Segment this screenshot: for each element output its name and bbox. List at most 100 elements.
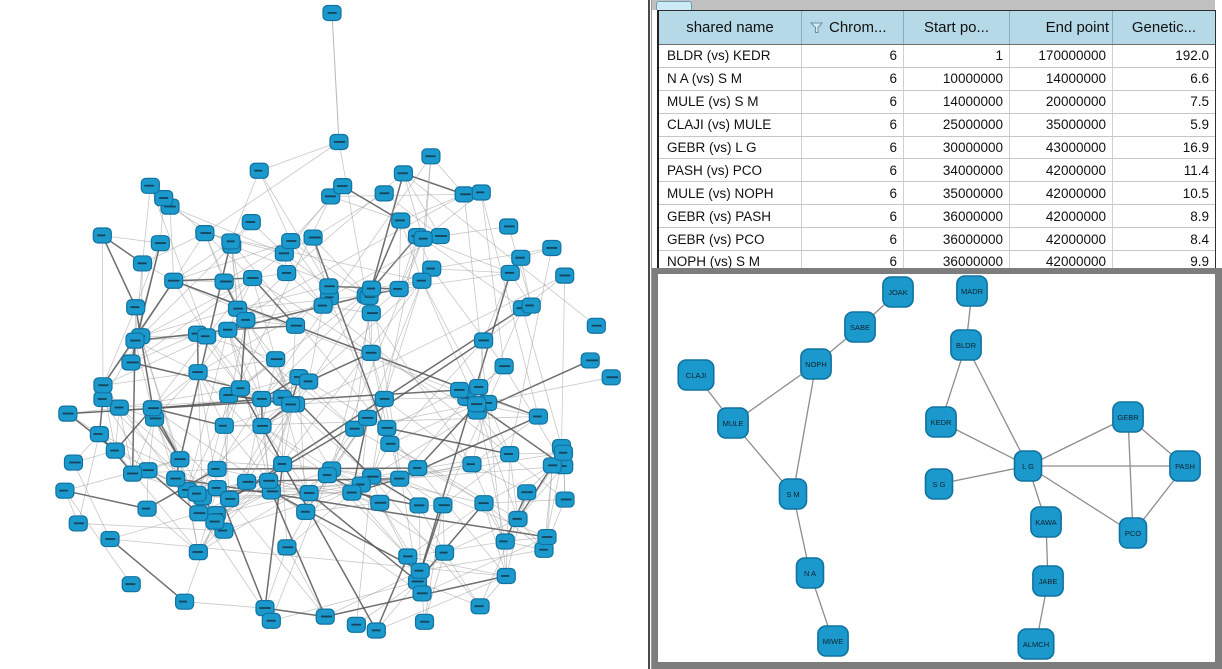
overview-node[interactable]	[469, 378, 489, 396]
overview-node[interactable]	[100, 530, 120, 548]
overview-node[interactable]	[166, 470, 186, 487]
column-header-genetic[interactable]: Genetic...	[1113, 11, 1215, 44]
overview-node[interactable]	[252, 390, 272, 408]
network-node-MIWE[interactable]: MIWE	[817, 625, 849, 657]
overview-node[interactable]	[58, 405, 78, 422]
overview-node[interactable]	[259, 472, 279, 489]
overview-node[interactable]	[121, 354, 141, 371]
overview-node[interactable]	[528, 408, 548, 425]
network-node-BLDR[interactable]: BLDR	[950, 329, 982, 361]
overview-node[interactable]	[342, 484, 362, 501]
overview-node[interactable]	[299, 485, 319, 502]
overview-node[interactable]	[219, 490, 240, 508]
overview-node[interactable]	[374, 390, 394, 408]
column-header-shared-name[interactable]: shared name	[659, 11, 802, 44]
overview-node[interactable]	[315, 608, 335, 625]
network-node-ALMCH[interactable]: ALMCH	[1017, 628, 1055, 660]
overview-node[interactable]	[511, 249, 531, 266]
overview-node[interactable]	[218, 321, 238, 338]
network-node-MULE[interactable]: MULE	[717, 407, 749, 439]
overview-node[interactable]	[412, 272, 432, 289]
overview-node[interactable]	[496, 567, 516, 585]
overview-node[interactable]	[281, 396, 301, 413]
overview-node[interactable]	[345, 420, 365, 437]
overview-node[interactable]	[410, 562, 430, 579]
network-node-SABE[interactable]: SABE	[844, 311, 876, 343]
overview-node[interactable]	[450, 381, 470, 399]
overview-node[interactable]	[508, 510, 528, 528]
overview-node[interactable]	[409, 497, 429, 514]
overview-node[interactable]	[377, 419, 397, 437]
overview-node[interactable]	[214, 273, 234, 290]
overview-node[interactable]	[470, 598, 490, 615]
overview-node[interactable]	[150, 235, 170, 252]
table-row[interactable]: GEBR (vs) L G 6 30000000 43000000 16.9	[659, 136, 1215, 160]
network-node-NOPH[interactable]: NOPH	[800, 348, 832, 380]
network-node-KAWA[interactable]: KAWA	[1030, 506, 1062, 538]
overview-node[interactable]	[537, 528, 557, 546]
overview-node[interactable]	[361, 344, 381, 361]
table-row[interactable]: NOPH (vs) S M 6 36000000 42000000 9.9	[659, 251, 1215, 273]
overview-node[interactable]	[422, 260, 442, 277]
network-node-CLAJI[interactable]: CLAJI	[677, 359, 715, 391]
overview-node[interactable]	[230, 380, 251, 397]
overview-node[interactable]	[421, 148, 441, 165]
overview-node[interactable]	[195, 225, 215, 242]
overview-network-canvas[interactable]	[0, 0, 648, 669]
overview-node[interactable]	[398, 548, 418, 565]
overview-node[interactable]	[474, 495, 494, 512]
overview-node[interactable]	[408, 460, 428, 477]
overview-node[interactable]	[299, 373, 319, 390]
overview-node[interactable]	[555, 267, 575, 284]
table-tab-fragment[interactable]	[656, 1, 692, 10]
network-node-SM[interactable]: S M	[778, 478, 808, 510]
overview-node[interactable]	[454, 186, 474, 203]
overview-node[interactable]	[277, 264, 297, 282]
overview-node[interactable]	[121, 576, 141, 593]
overview-node[interactable]	[188, 544, 208, 561]
overview-node[interactable]	[361, 305, 381, 322]
overview-node[interactable]	[170, 451, 190, 468]
overview-node[interactable]	[303, 229, 323, 246]
overview-node[interactable]	[93, 377, 113, 394]
network-node-MADR[interactable]: MADR	[956, 275, 988, 307]
overview-node[interactable]	[390, 470, 410, 487]
network-node-SG[interactable]: S G	[924, 468, 954, 500]
overview-node[interactable]	[553, 444, 574, 461]
overview-node[interactable]	[393, 165, 414, 182]
overview-node[interactable]	[252, 417, 272, 435]
network-node-GEBR[interactable]: GEBR	[1112, 401, 1144, 433]
detail-network-viewport[interactable]: JOAK MADR SABE BLDR NOPH CLAJI GEBR KEDR MULE L G…	[658, 274, 1215, 662]
overview-node[interactable]	[132, 255, 153, 272]
overview-node[interactable]	[471, 184, 491, 201]
overview-node[interactable]	[462, 456, 482, 473]
overview-node[interactable]	[601, 369, 621, 386]
detail-network-canvas[interactable]: JOAK MADR SABE BLDR NOPH CLAJI GEBR KEDR MULE L G…	[658, 274, 1215, 662]
table-row[interactable]: CLAJI (vs) MULE 6 25000000 35000000 5.9	[659, 113, 1215, 137]
overview-node[interactable]	[374, 185, 394, 202]
overview-node[interactable]	[366, 622, 386, 639]
overview-node[interactable]	[137, 500, 157, 517]
overview-node[interactable]	[389, 280, 409, 298]
table-row[interactable]: N A (vs) S M 6 10000000 14000000 6.6	[659, 67, 1215, 91]
overview-node[interactable]	[242, 269, 263, 287]
overview-node[interactable]	[63, 454, 84, 471]
network-node-LG[interactable]: L G	[1013, 450, 1043, 482]
overview-node[interactable]	[92, 227, 112, 244]
network-node-PCO[interactable]: PCO	[1118, 517, 1148, 549]
overview-node[interactable]	[370, 494, 390, 511]
table-row[interactable]: GEBR (vs) PASH 6 36000000 42000000 8.9	[659, 205, 1215, 229]
network-node-NA[interactable]: N A	[795, 557, 825, 589]
network-node-JOAK[interactable]: JOAK	[882, 276, 914, 308]
table-row[interactable]: PASH (vs) PCO 6 34000000 42000000 11.4	[659, 159, 1215, 183]
overview-node[interactable]	[500, 446, 520, 463]
overview-node[interactable]	[467, 396, 487, 413]
overview-node[interactable]	[412, 585, 432, 602]
column-header-chrom[interactable]: Chrom...	[802, 11, 904, 44]
overview-node[interactable]	[125, 332, 145, 349]
overview-node[interactable]	[126, 299, 146, 316]
overview-node[interactable]	[197, 328, 217, 345]
overview-node[interactable]	[296, 503, 316, 520]
network-node-PASH[interactable]: PASH	[1169, 450, 1201, 482]
overview-node[interactable]	[319, 278, 339, 295]
